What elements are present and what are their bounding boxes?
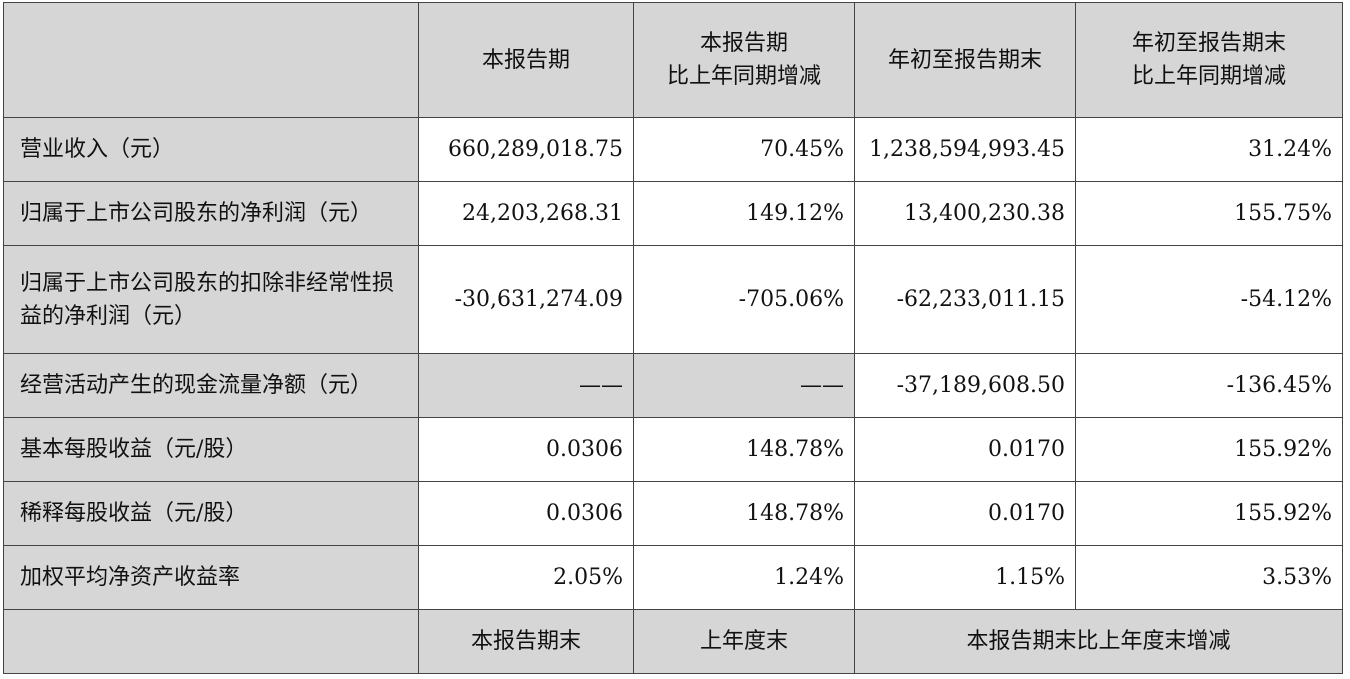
cell-value: 149.12%: [633, 181, 855, 246]
cell-value: 1.24%: [633, 545, 855, 610]
cell-value: 0.0170: [854, 417, 1076, 482]
cell-value-na: ——: [418, 353, 634, 418]
header-line: 比上年同期增减: [666, 64, 821, 89]
header-line: 年初至报告期末: [1131, 31, 1286, 56]
header-line: 本报告期: [699, 31, 788, 56]
cell-value: -62,233,011.15: [854, 245, 1076, 354]
cell-value: -37,189,608.50: [854, 353, 1076, 418]
table-row: 稀释每股收益（元/股） 0.0306 148.78% 0.0170 155.92…: [3, 481, 1343, 546]
table-row: 经营活动产生的现金流量净额（元） —— —— -37,189,608.50 -1…: [3, 353, 1343, 418]
cell-value: 0.0306: [418, 417, 634, 482]
cell-value: 0.0170: [854, 481, 1076, 546]
row-label: 归属于上市公司股东的净利润（元）: [3, 181, 419, 246]
cell-value: 24,203,268.31: [418, 181, 634, 246]
cell-value: -705.06%: [633, 245, 855, 354]
cell-value: 148.78%: [633, 417, 855, 482]
table-row: 基本每股收益（元/股） 0.0306 148.78% 0.0170 155.92…: [3, 417, 1343, 482]
header-current-period-yoy: 本报告期 比上年同期增减: [633, 2, 855, 118]
footer-prior-year-end: 上年度末: [633, 609, 855, 674]
cell-value: 148.78%: [633, 481, 855, 546]
cell-value: 3.53%: [1075, 545, 1343, 610]
header-ytd: 年初至报告期末: [854, 2, 1076, 118]
cell-value: 0.0306: [418, 481, 634, 546]
cell-value: 660,289,018.75: [418, 117, 634, 182]
footer-period-end: 本报告期末: [418, 609, 634, 674]
table-row: 营业收入（元） 660,289,018.75 70.45% 1,238,594,…: [3, 117, 1343, 182]
header-ytd-yoy: 年初至报告期末 比上年同期增减: [1075, 2, 1343, 118]
financial-summary-table: 本报告期 本报告期 比上年同期增减 年初至报告期末 年初至报告期末 比上年同期增…: [3, 2, 1343, 674]
cell-value: -136.45%: [1075, 353, 1343, 418]
row-label: 经营活动产生的现金流量净额（元）: [3, 353, 419, 418]
footer-empty-cell: [3, 609, 419, 674]
table-footer-header-row: 本报告期末 上年度末 本报告期末比上年度末增减: [3, 609, 1343, 674]
cell-value: 155.75%: [1075, 181, 1343, 246]
cell-value: -30,631,274.09: [418, 245, 634, 354]
header-current-period: 本报告期: [418, 2, 634, 118]
cell-value: 2.05%: [418, 545, 634, 610]
cell-value-na: ——: [633, 353, 855, 418]
row-label: 基本每股收益（元/股）: [3, 417, 419, 482]
cell-value: 13,400,230.38: [854, 181, 1076, 246]
footer-change: 本报告期末比上年度末增减: [854, 609, 1343, 674]
cell-value: 1,238,594,993.45: [854, 117, 1076, 182]
cell-value: 1.15%: [854, 545, 1076, 610]
table-row: 加权平均净资产收益率 2.05% 1.24% 1.15% 3.53%: [3, 545, 1343, 610]
table-header-row: 本报告期 本报告期 比上年同期增减 年初至报告期末 年初至报告期末 比上年同期增…: [3, 2, 1343, 118]
header-line: 比上年同期增减: [1131, 64, 1286, 89]
cell-value: 31.24%: [1075, 117, 1343, 182]
row-label: 营业收入（元）: [3, 117, 419, 182]
cell-value: 70.45%: [633, 117, 855, 182]
cell-value: 155.92%: [1075, 481, 1343, 546]
cell-value: -54.12%: [1075, 245, 1343, 354]
header-empty-cell: [3, 2, 419, 118]
row-label: 稀释每股收益（元/股）: [3, 481, 419, 546]
row-label: 加权平均净资产收益率: [3, 545, 419, 610]
row-label: 归属于上市公司股东的扣除非经常性损益的净利润（元）: [3, 245, 419, 354]
cell-value: 155.92%: [1075, 417, 1343, 482]
table-row: 归属于上市公司股东的扣除非经常性损益的净利润（元） -30,631,274.09…: [3, 245, 1343, 354]
table-row: 归属于上市公司股东的净利润（元） 24,203,268.31 149.12% 1…: [3, 181, 1343, 246]
